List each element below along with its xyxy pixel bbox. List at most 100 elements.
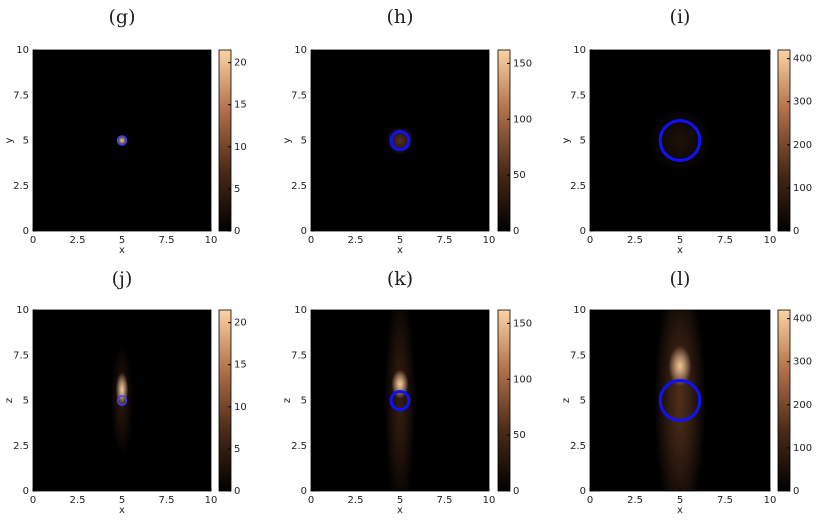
colorbar-tick-label: 0	[793, 486, 799, 497]
y-tick-label: 2.5	[570, 181, 586, 192]
y-tick-label: 5	[301, 396, 307, 407]
x-tick-label: 0	[30, 235, 36, 246]
x-tick-label: 0	[587, 235, 593, 246]
y-tick-label: 0	[301, 486, 307, 497]
panel-title: (j)	[112, 268, 133, 290]
x-tick-label: 10	[483, 495, 496, 506]
y-tick-label: 10	[573, 45, 586, 56]
colorbar-tick-label: 0	[513, 486, 519, 497]
y-tick-label: 10	[294, 45, 307, 56]
x-tick-label: 10	[764, 495, 777, 506]
x-axis-label: x	[119, 245, 125, 256]
colorbar-tick-label: 100	[793, 443, 812, 454]
y-axis-label: y	[4, 137, 15, 143]
x-tick-label: 7.5	[717, 495, 733, 506]
intensity-spot	[115, 372, 129, 408]
y-tick-label: 7.5	[570, 350, 586, 361]
y-tick-label: 10	[294, 305, 307, 316]
x-axis-label: x	[677, 505, 683, 516]
y-tick-label: 5	[580, 136, 586, 147]
panel-title: (h)	[386, 6, 413, 28]
x-tick-label: 5	[397, 495, 403, 506]
panel-title: (i)	[670, 6, 691, 28]
y-tick-label: 7.5	[13, 90, 29, 101]
colorbar-tick-label: 200	[793, 400, 812, 411]
colorbar-tick-label: 100	[513, 114, 532, 125]
x-tick-label: 7.5	[159, 495, 175, 506]
boundary-circle	[389, 129, 411, 152]
x-tick-label: 5	[119, 495, 125, 506]
x-tick-label: 2.5	[70, 495, 86, 506]
colorbar-tick-label: 0	[513, 226, 519, 237]
panel-title: (l)	[670, 268, 691, 290]
x-axis-label: x	[397, 505, 403, 516]
colorbar	[497, 309, 511, 492]
colorbar-tick-label: 400	[793, 314, 812, 325]
colorbar	[218, 309, 232, 492]
y-tick-label: 10	[573, 305, 586, 316]
colorbar-tick-label: 15	[234, 360, 247, 371]
x-axis-label: x	[397, 245, 403, 256]
y-tick-label: 0	[23, 226, 29, 237]
colorbar-tick-label: 5	[234, 184, 240, 195]
x-tick-label: 0	[308, 495, 314, 506]
y-tick-label: 7.5	[291, 350, 307, 361]
y-axis-label: y	[282, 137, 293, 143]
y-axis-label: y	[561, 137, 572, 143]
colorbar-tick-label: 300	[793, 97, 812, 108]
y-tick-label: 10	[16, 305, 29, 316]
intensity-spot	[384, 310, 416, 491]
x-tick-label: 5	[677, 235, 683, 246]
x-tick-label: 2.5	[348, 235, 364, 246]
colorbar	[218, 49, 232, 232]
y-tick-label: 7.5	[570, 90, 586, 101]
x-tick-label: 7.5	[159, 235, 175, 246]
colorbar-tick-label: 0	[793, 226, 799, 237]
colorbar-tick-label: 300	[793, 357, 812, 368]
colorbar-tick-label: 0	[234, 486, 240, 497]
y-tick-label: 0	[301, 226, 307, 237]
colorbar-tick-label: 15	[234, 100, 247, 111]
colorbar-tick-label: 150	[513, 58, 532, 69]
colorbar-tick-label: 400	[793, 54, 812, 65]
y-tick-label: 10	[16, 45, 29, 56]
colorbar-tick-label: 100	[793, 183, 812, 194]
y-tick-label: 0	[23, 486, 29, 497]
x-tick-label: 2.5	[348, 495, 364, 506]
intensity-spot	[668, 345, 692, 387]
x-axis-label: x	[677, 245, 683, 256]
colorbar-tick-label: 50	[513, 430, 526, 441]
y-tick-label: 2.5	[291, 441, 307, 452]
boundary-circle	[116, 135, 128, 146]
x-tick-label: 10	[205, 495, 218, 506]
x-tick-label: 2.5	[627, 235, 643, 246]
intensity-spot	[116, 135, 128, 146]
x-tick-label: 10	[483, 235, 496, 246]
colorbar-tick-label: 0	[234, 226, 240, 237]
y-tick-label: 5	[23, 396, 29, 407]
x-tick-label: 7.5	[437, 495, 453, 506]
x-tick-label: 2.5	[70, 235, 86, 246]
intensity-spot	[654, 310, 706, 491]
x-tick-label: 0	[30, 495, 36, 506]
y-tick-label: 7.5	[291, 90, 307, 101]
y-axis-label: z	[561, 398, 572, 403]
colorbar-tick-label: 150	[513, 318, 532, 329]
x-tick-label: 10	[205, 235, 218, 246]
boundary-circle	[389, 389, 411, 412]
panel-title: (g)	[109, 6, 136, 28]
y-tick-label: 0	[580, 226, 586, 237]
x-tick-label: 0	[308, 235, 314, 246]
y-tick-label: 5	[23, 136, 29, 147]
y-tick-label: 5	[301, 136, 307, 147]
colorbar-tick-label: 200	[793, 140, 812, 151]
boundary-circle	[116, 395, 128, 406]
colorbar-tick-label: 50	[513, 170, 526, 181]
x-tick-label: 7.5	[437, 235, 453, 246]
colorbar	[777, 309, 791, 492]
x-tick-label: 5	[397, 235, 403, 246]
panel-title: (k)	[387, 268, 413, 290]
x-tick-label: 5	[677, 495, 683, 506]
y-tick-label: 0	[580, 486, 586, 497]
